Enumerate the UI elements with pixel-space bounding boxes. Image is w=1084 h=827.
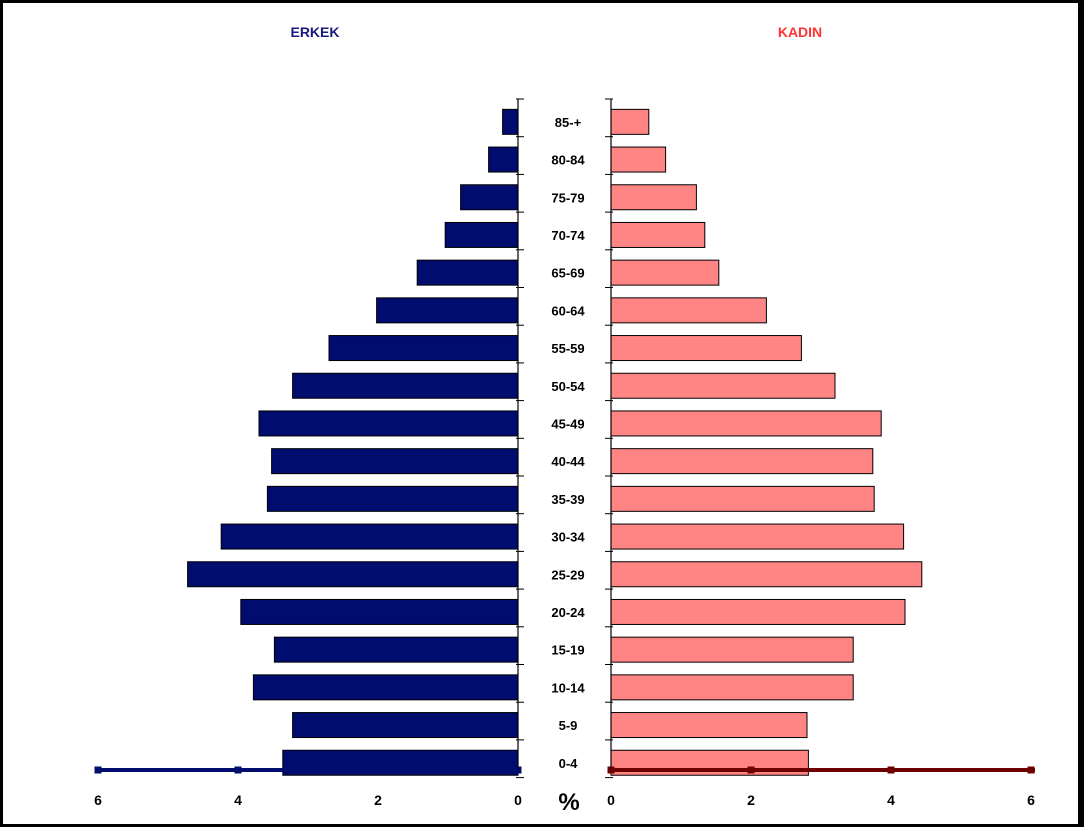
category-label-35-39: 35-39 [551, 492, 584, 507]
category-labels: 0-4 5-9 10-14 15-19 20-24 25-29 30-34 35-39 40-4… [551, 115, 585, 771]
category-label-75-79: 75-79 [551, 190, 584, 205]
bar-right-50-54 [610, 372, 836, 399]
bar-left-25-29 [187, 561, 519, 588]
category-label-60-64: 60-64 [551, 303, 585, 318]
bar-right-30-34 [610, 523, 905, 550]
unit-label: % [558, 789, 579, 816]
bar-right-10-14 [610, 674, 854, 701]
category-label-55-59: 55-59 [551, 341, 584, 356]
category-label-25-29: 25-29 [551, 567, 584, 582]
left-bars [187, 108, 519, 776]
right-bars [610, 108, 923, 776]
right-axis-tick-label: 4 [887, 792, 895, 808]
category-label-0-4: 0-4 [559, 756, 579, 771]
bar-left-30-34 [220, 523, 519, 550]
right-axis-tick-label: 0 [607, 792, 615, 808]
left-axis-tick-label: 2 [374, 792, 382, 808]
category-label-65-69: 65-69 [551, 266, 584, 281]
bar-right-80-84 [610, 146, 667, 173]
bar-right-15-19 [610, 636, 854, 663]
bar-right-75-79 [610, 184, 697, 211]
bar-left-10-14 [252, 674, 519, 701]
bar-left-75-79 [460, 184, 519, 211]
category-label-40-44: 40-44 [551, 454, 585, 469]
category-label-30-34: 30-34 [551, 530, 585, 545]
bar-left-35-39 [266, 485, 519, 512]
left-axis-tick-label: 6 [94, 792, 102, 808]
bar-right-25-29 [610, 561, 923, 588]
bar-right-5-9 [610, 712, 808, 739]
left-axis-tick-label: 0 [514, 792, 522, 808]
bar-right-65-69 [610, 259, 720, 286]
bar-right-85-+ [610, 108, 650, 135]
category-label-5-9: 5-9 [559, 718, 578, 733]
category-label-20-24: 20-24 [551, 605, 585, 620]
bar-left-5-9 [292, 712, 519, 739]
bar-left-80-84 [488, 146, 519, 173]
category-label-15-19: 15-19 [551, 643, 584, 658]
bar-left-65-69 [416, 259, 519, 286]
left-series-title: ERKEK [290, 24, 339, 40]
bar-right-55-59 [610, 335, 802, 362]
category-label-50-54: 50-54 [551, 379, 585, 394]
bar-right-35-39 [610, 485, 875, 512]
bar-left-15-19 [273, 636, 519, 663]
category-label-85-+: 85-+ [555, 115, 582, 130]
bar-left-50-54 [292, 372, 519, 399]
right-series-title: KADIN [778, 24, 822, 40]
bar-left-20-24 [240, 598, 519, 625]
bar-right-40-44 [610, 448, 874, 475]
bar-right-45-49 [610, 410, 882, 437]
right-axis-tick-label: 6 [1027, 792, 1035, 808]
bar-left-45-49 [258, 410, 519, 437]
right-axis-tick-label: 2 [747, 792, 755, 808]
category-label-45-49: 45-49 [551, 416, 584, 431]
left-axis-tick-label: 4 [234, 792, 242, 808]
category-label-70-74: 70-74 [551, 228, 585, 243]
axes [98, 98, 1035, 779]
category-label-10-14: 10-14 [551, 680, 585, 695]
bar-left-85-+ [502, 108, 519, 135]
bar-right-20-24 [610, 598, 906, 625]
bar-left-40-44 [271, 448, 519, 475]
bar-left-60-64 [376, 297, 519, 324]
bar-left-70-74 [444, 221, 519, 248]
bar-left-55-59 [328, 335, 519, 362]
bar-right-70-74 [610, 221, 706, 248]
category-label-80-84: 80-84 [551, 153, 585, 168]
bar-right-60-64 [610, 297, 767, 324]
